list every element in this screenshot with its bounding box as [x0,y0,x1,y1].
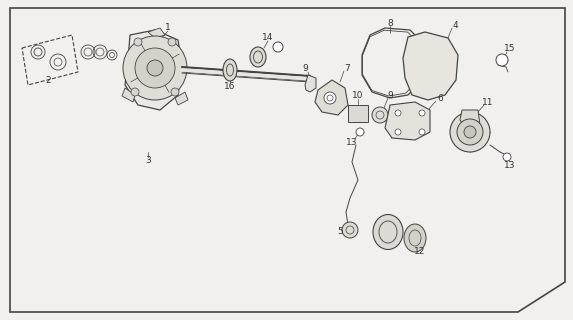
Text: 3: 3 [145,156,151,164]
Circle shape [464,126,476,138]
Text: 13: 13 [504,161,516,170]
Ellipse shape [404,224,426,252]
Text: 9: 9 [387,91,393,100]
Text: 10: 10 [352,91,364,100]
Polygon shape [403,32,458,100]
Text: 15: 15 [504,44,516,52]
Text: 2: 2 [45,76,51,84]
Ellipse shape [223,59,237,81]
Polygon shape [348,105,368,122]
Circle shape [147,60,163,76]
Polygon shape [385,102,430,140]
Circle shape [171,88,179,96]
Text: 9: 9 [302,63,308,73]
Circle shape [273,42,283,52]
Polygon shape [315,80,348,115]
Circle shape [356,128,364,136]
Ellipse shape [373,214,403,250]
Circle shape [450,112,490,152]
Text: 13: 13 [346,138,358,147]
Ellipse shape [250,47,266,67]
Text: 1: 1 [165,22,171,31]
Text: 12: 12 [414,247,426,257]
Polygon shape [122,88,135,102]
Polygon shape [148,28,165,38]
Text: 14: 14 [262,33,274,42]
Circle shape [123,36,187,100]
Text: 7: 7 [344,63,350,73]
Circle shape [324,92,336,104]
Polygon shape [460,110,480,127]
Circle shape [168,38,176,46]
Text: 5: 5 [337,228,343,236]
Circle shape [135,48,175,88]
Circle shape [503,153,511,161]
Polygon shape [125,30,182,110]
Circle shape [419,129,425,135]
Text: 8: 8 [387,19,393,28]
Circle shape [342,222,358,238]
Circle shape [395,129,401,135]
Circle shape [372,107,388,123]
Circle shape [395,110,401,116]
Text: 11: 11 [482,98,494,107]
Polygon shape [175,92,188,105]
Polygon shape [305,75,316,92]
Circle shape [131,88,139,96]
Circle shape [457,119,483,145]
Text: 6: 6 [437,93,443,102]
Text: 16: 16 [224,82,236,91]
Circle shape [419,110,425,116]
Circle shape [496,54,508,66]
Text: 4: 4 [452,20,458,29]
Circle shape [134,38,142,46]
